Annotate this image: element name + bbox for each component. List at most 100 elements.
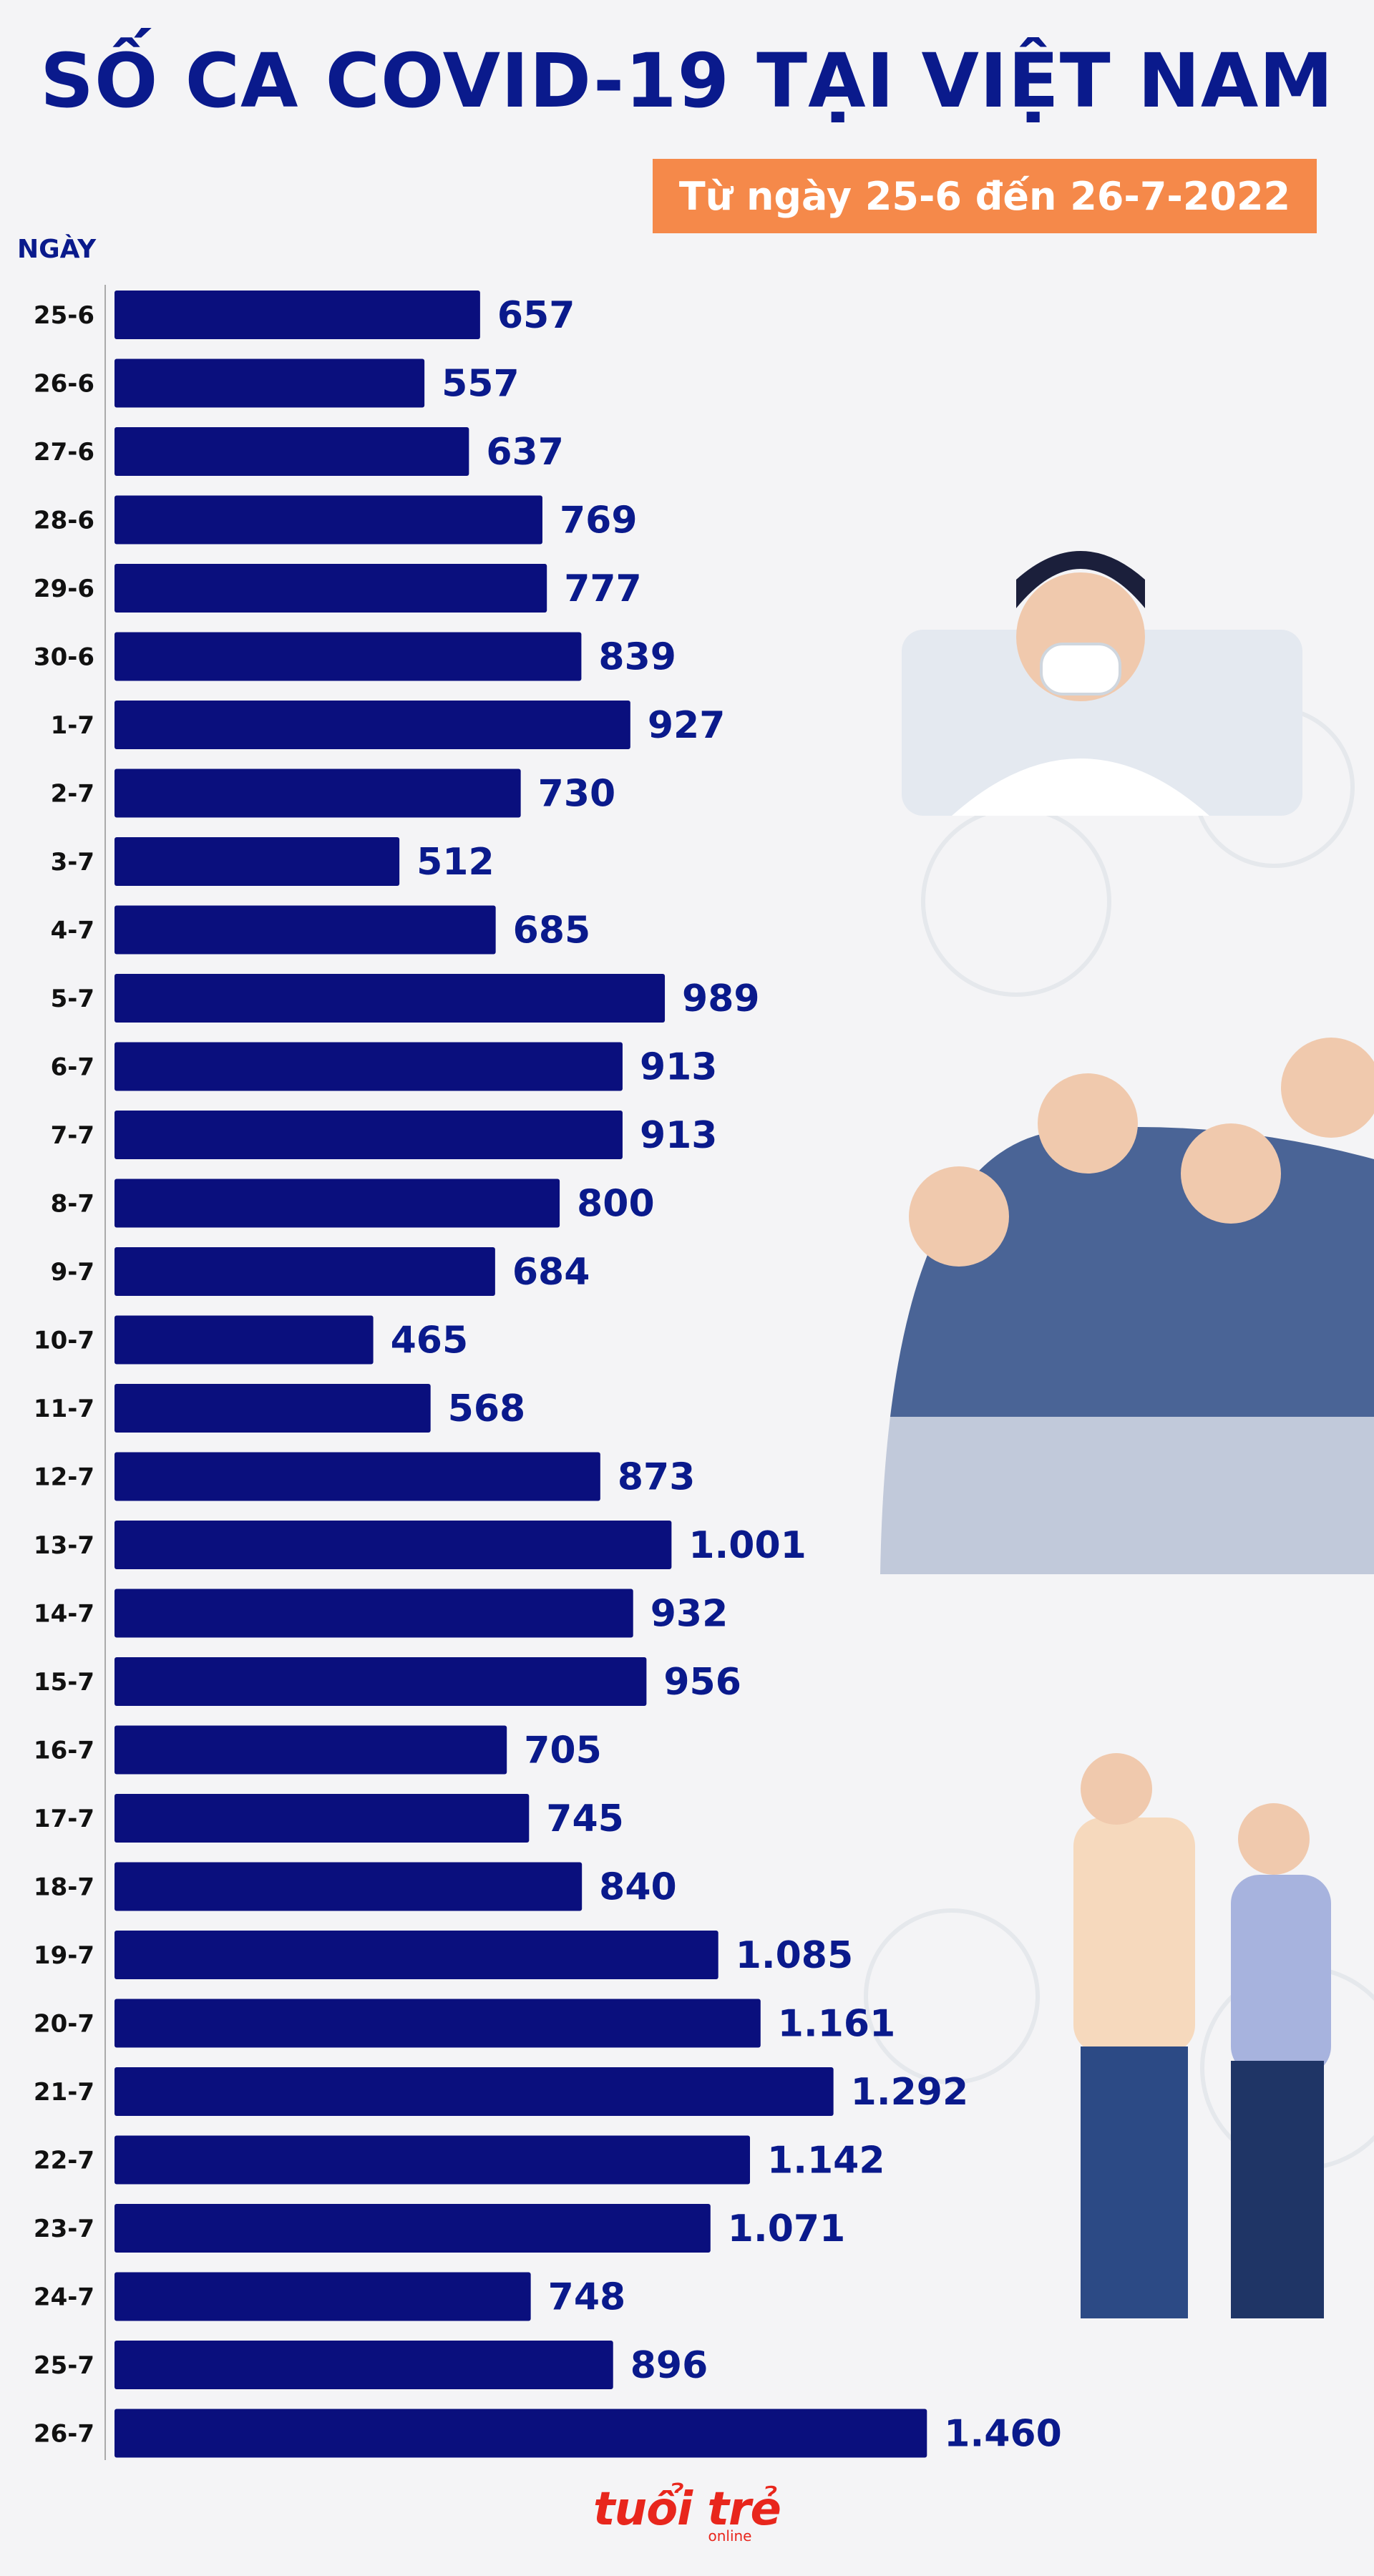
bar [114,495,542,545]
bar [114,2135,751,2185]
bar [114,1725,507,1775]
bar [114,1179,560,1228]
value-label: 1.292 [851,2071,968,2114]
walking-people-icon [1073,1753,1331,2318]
bar [114,837,400,886]
value-label: 1.142 [767,2140,885,2182]
category-label: 20-7 [34,2010,94,2039]
category-label: 13-7 [34,1531,94,1560]
value-label: 913 [640,1114,718,1157]
bar [114,291,480,339]
category-label: 25-7 [34,2351,94,2380]
value-label: 873 [618,1456,696,1499]
bar [114,905,496,955]
value-label: 800 [577,1183,655,1226]
y-axis-title: NGÀY [17,235,97,264]
value-label: 657 [497,294,575,337]
category-label: 1-7 [51,711,94,740]
value-label: 1.001 [688,1524,806,1567]
category-label: 12-7 [34,1463,94,1492]
value-label: 927 [648,704,726,747]
category-label: 2-7 [51,780,94,809]
crowd-icon [880,1038,1374,1574]
bar [114,1384,431,1433]
value-label: 1.460 [944,2413,1061,2456]
bar [114,2204,711,2253]
category-label: 28-6 [34,507,94,535]
bar [114,1931,718,1979]
category-label: 16-7 [34,1737,94,1765]
value-label: 637 [486,431,564,474]
value-label: 840 [599,1866,677,1909]
value-label: 730 [538,773,616,816]
bar [114,1452,600,1501]
category-label: 4-7 [51,917,94,945]
category-label: 6-7 [51,1053,94,1082]
category-label: 23-7 [34,2215,94,2243]
bar [114,1999,761,2048]
bar [114,427,469,476]
bar [114,1589,633,1638]
value-label: 913 [640,1046,718,1089]
category-label: 30-6 [34,643,94,672]
bar [114,358,425,408]
category-label: 10-7 [34,1327,94,1355]
value-label: 705 [524,1729,602,1772]
bar [114,1657,647,1706]
bar [114,1042,623,1091]
bar [114,1521,672,1569]
category-label: 14-7 [34,1600,94,1629]
category-label: 27-6 [34,438,94,467]
tuoi-tre-logo: tuổi trẻ online [0,2483,1374,2545]
bar [114,1794,530,1843]
category-label: 26-6 [34,370,94,399]
value-label: 1.071 [728,2207,845,2250]
category-label: 29-6 [34,575,94,603]
category-label: 15-7 [34,1668,94,1697]
value-label: 465 [391,1319,469,1362]
bar [114,974,666,1023]
bar [114,2409,927,2458]
bar [114,2272,531,2321]
category-label: 3-7 [51,848,94,877]
value-label: 512 [416,841,494,884]
value-label: 956 [663,1661,741,1704]
chart-title: SỐ CA COVID-19 TẠI VIỆT NAM [40,37,1334,125]
category-label: 26-7 [34,2420,94,2449]
value-label: 1.085 [736,1934,853,1977]
bar [114,1111,623,1159]
category-label: 17-7 [34,1805,94,1833]
bar-chart: 25-6 657 26-6 557 27-6 637 28-6 769 29-6 777 30-6 8… [34,285,1062,2460]
logo-text: tuổi trẻ [593,2483,781,2536]
bar [114,564,547,613]
category-label: 11-7 [34,1395,94,1423]
value-label: 748 [548,2276,626,2319]
category-label: 22-7 [34,2147,94,2175]
value-label: 839 [598,636,676,679]
value-label: 777 [564,567,642,610]
category-label: 18-7 [34,1873,94,1902]
value-label: 684 [512,1251,590,1294]
category-label: 24-7 [34,2283,94,2312]
bar [114,2341,613,2389]
bar [114,1247,495,1296]
covid-illustration [864,551,1374,2318]
bar [114,1315,374,1365]
category-label: 8-7 [51,1190,94,1219]
logo-sub: online [708,2527,752,2545]
value-label: 769 [560,499,638,542]
bar [114,769,521,818]
category-label: 25-6 [34,301,94,330]
bar [114,701,630,749]
value-label: 557 [442,363,520,406]
doctor-icon [902,551,1302,816]
value-label: 568 [448,1387,526,1430]
value-label: 1.161 [778,2003,895,2046]
value-label: 989 [682,977,760,1020]
bar [114,1862,583,1911]
category-label: 5-7 [51,985,94,1013]
category-label: 21-7 [34,2078,94,2107]
date-range-text: Từ ngày 25-6 đến 26-7-2022 [678,173,1291,219]
value-label: 932 [651,1593,729,1636]
date-range-banner: Từ ngày 25-6 đến 26-7-2022 [653,159,1317,233]
